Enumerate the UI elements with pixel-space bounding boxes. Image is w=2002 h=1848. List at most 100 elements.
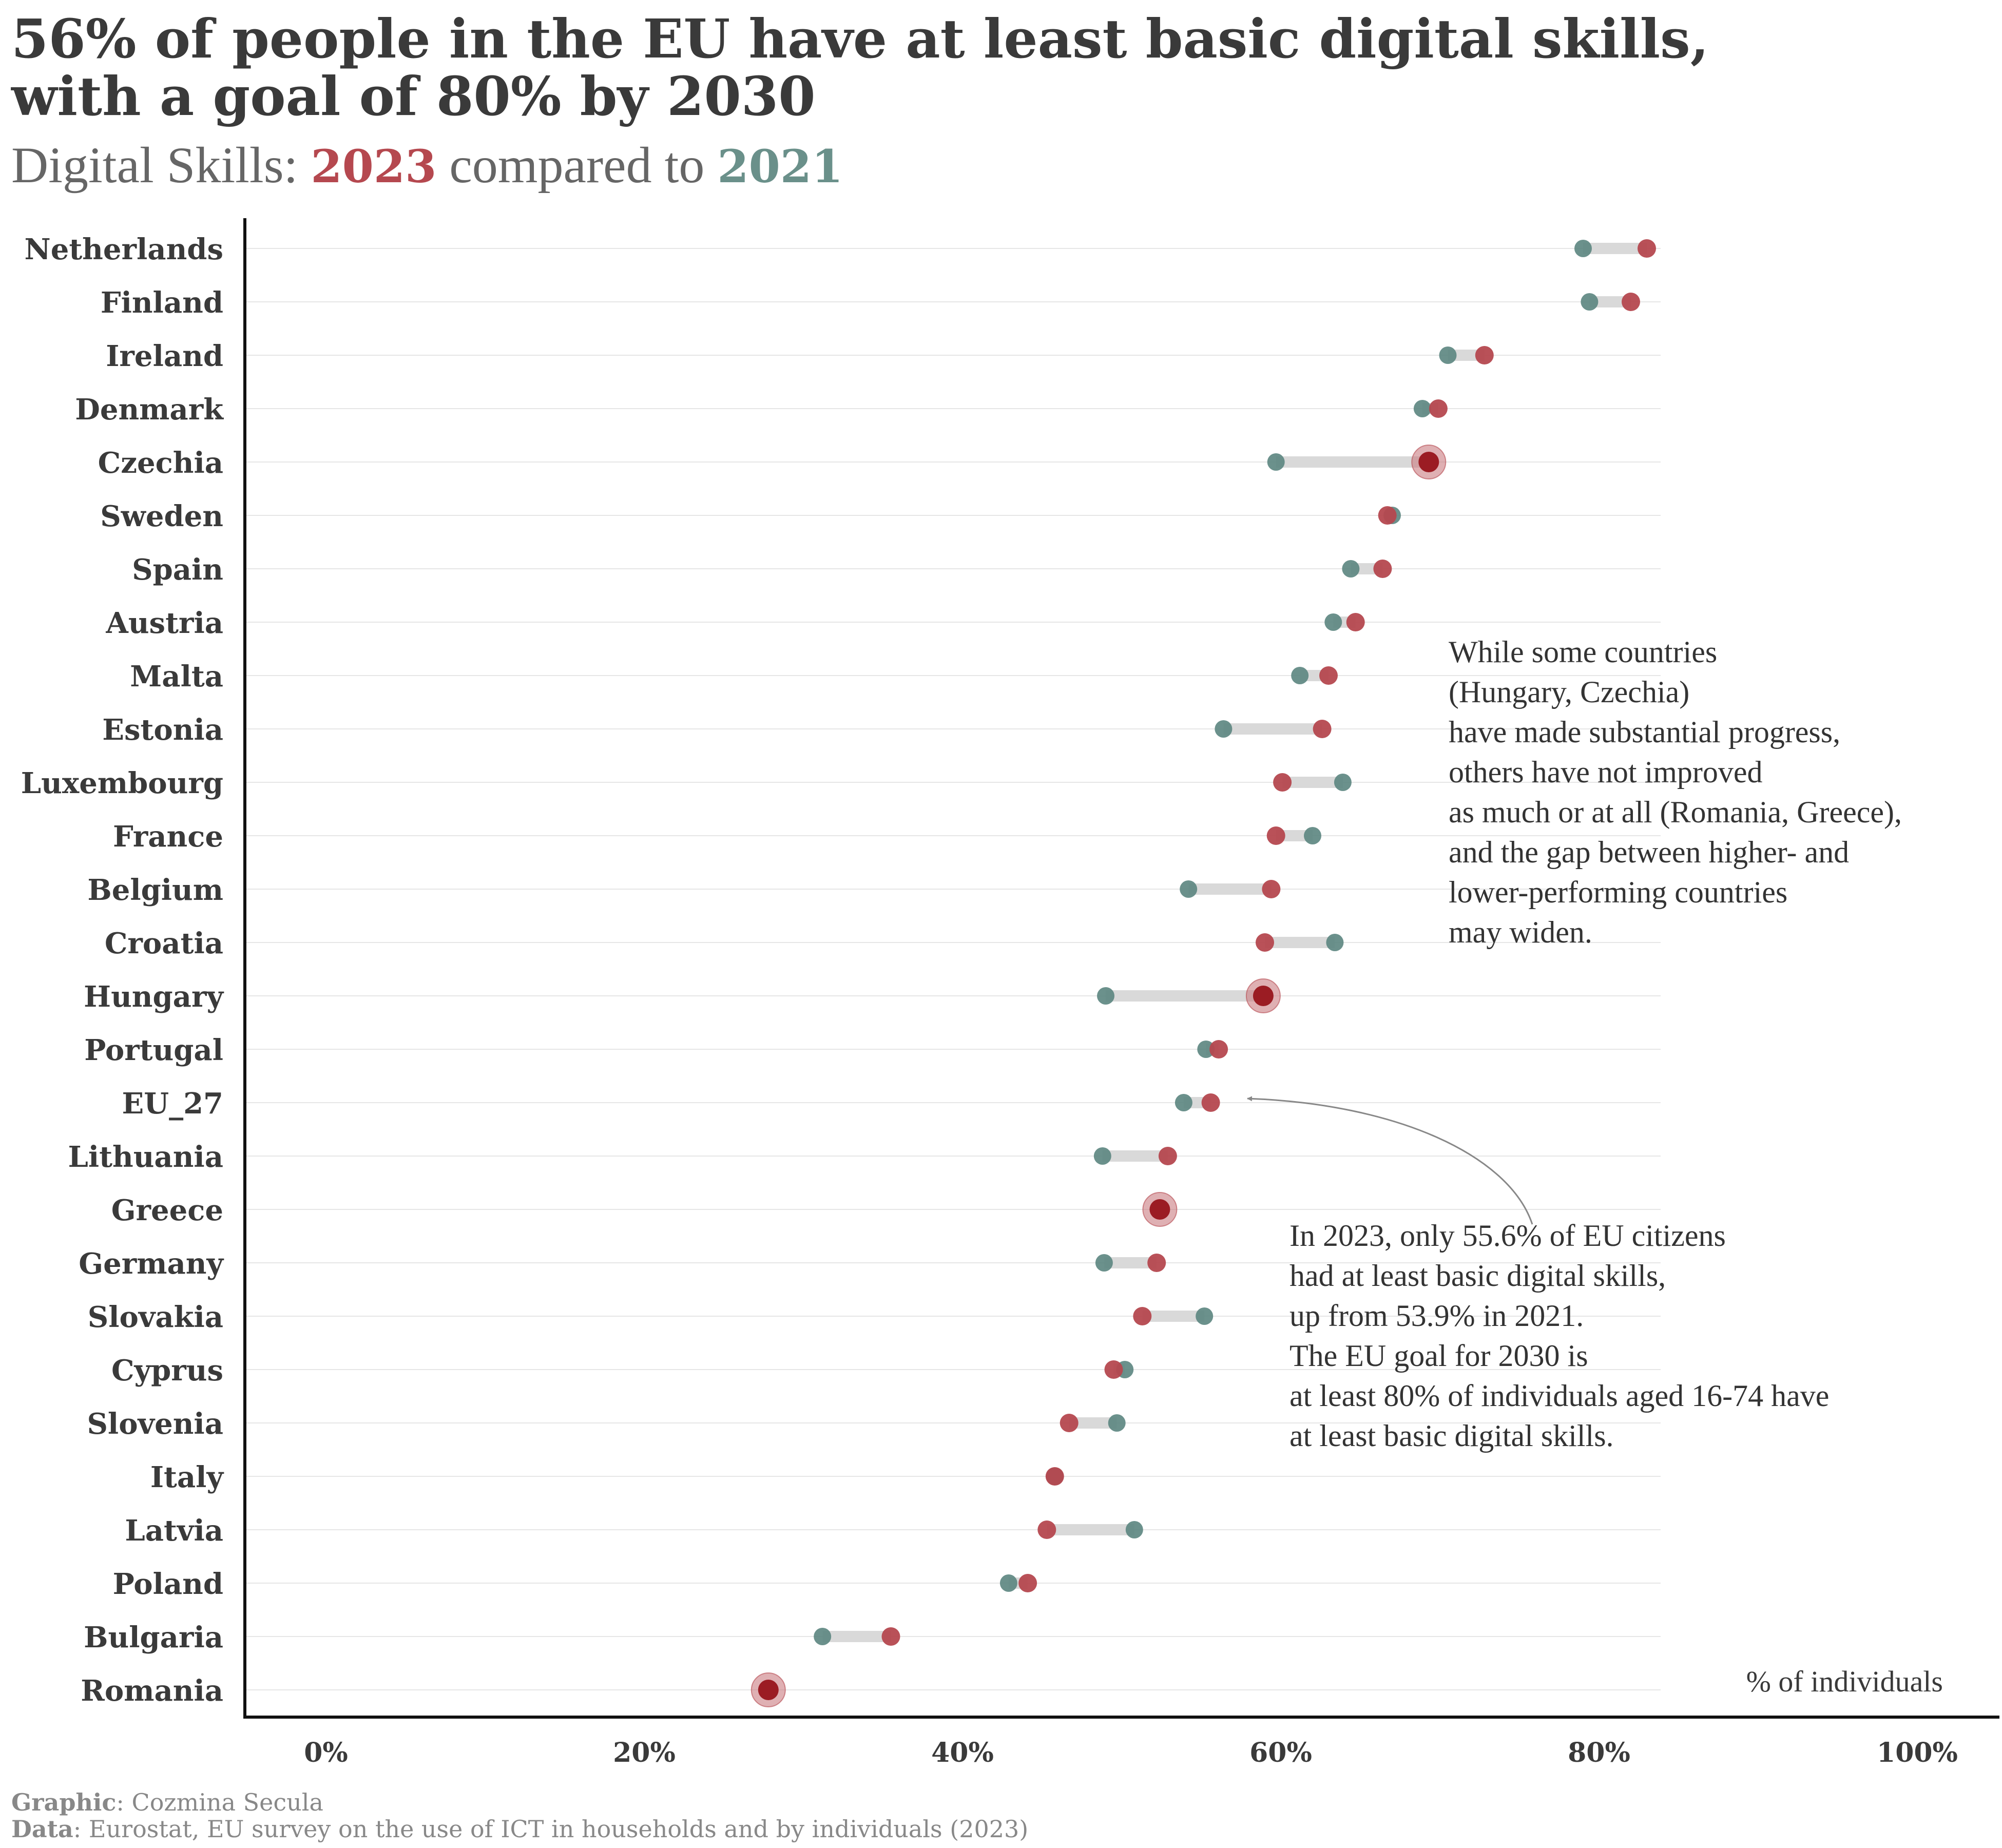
country-label: Bulgaria [84,1621,223,1654]
country-label: Ireland [106,339,223,373]
point-2021 [1324,613,1342,631]
point-2021 [1125,1521,1143,1538]
point-2023 [1133,1307,1152,1325]
country-label: EU_27 [122,1087,223,1121]
point-2021 [1175,1094,1192,1111]
point-2023 [881,1627,900,1646]
chart-footer: Graphic: Cozmina Secula Data: Eurostat, … [11,1789,1028,1842]
point-2023 [1209,1040,1228,1058]
annotation-line: may widen. [1449,915,1592,949]
country-label: Spain [132,553,223,587]
point-2023 [1273,773,1292,792]
x-tick-label: 20% [613,1737,676,1768]
progress-note: While some countries (Hungary, Czechia) ha… [1449,635,1902,949]
point-2023 [1201,1093,1220,1112]
point-2021 [1197,1041,1215,1058]
point-2023 [1158,1147,1177,1165]
annotation-line: While some countries [1449,635,1717,669]
subtitle-year-2023: 2023 [311,140,437,193]
point-2021 [1574,240,1592,257]
annotation-line: at least basic digital skills. [1289,1419,1614,1453]
country-label: Greece [111,1194,223,1227]
annotation-line: others have not improved [1449,755,1763,789]
country-label: France [113,820,223,854]
annotation-line: had at least basic digital skills, [1289,1259,1666,1293]
point-2021 [1413,400,1431,417]
point-2023 [1266,826,1285,845]
point-2023 [1638,239,1656,258]
footer-graphic-credit: Graphic: Cozmina Secula [11,1789,1028,1816]
subtitle-year-2021: 2021 [717,140,843,193]
point-2021 [1108,1414,1126,1432]
annotations: While some countries (Hungary, Czechia) ha… [1289,635,1902,1453]
point-2023 [1373,560,1392,578]
country-labels: Netherlands Finland Ireland Denmark Czechia S… [21,233,224,1708]
connectors [822,243,1647,1642]
annotation-line: at least 80% of individuals aged 16-74 h… [1289,1379,1829,1413]
point-2023 [1037,1520,1056,1539]
point-2021 [1196,1307,1214,1325]
point-2023 [1147,1254,1166,1272]
point-2023 [1104,1360,1123,1379]
country-label: Germany [79,1247,224,1281]
eu-note: In 2023, only 55.6% of EU citizens had at… [1289,1219,1829,1453]
country-label: Estonia [102,713,223,747]
subtitle-prefix: Digital Skills: [11,137,311,194]
point-2021 [1304,827,1321,844]
point-2023 [1418,452,1439,472]
point-2023 [1475,346,1494,364]
point-2021 [1097,987,1114,1005]
point-2023 [1429,399,1448,418]
point-2023 [1060,1414,1079,1432]
eu-annotation-arrow [1247,1096,1533,1225]
point-2023 [1319,666,1338,685]
footer-data-value: : Eurostat, EU survey on the use of ICT … [73,1815,1029,1843]
x-tick-label: 40% [931,1737,994,1768]
dumbbell-chart: Netherlands Finland Ireland Denmark Czechia S… [21,218,1999,1768]
point-2021 [1334,774,1352,791]
annotation-line: (Hungary, Czechia) [1449,675,1689,709]
point-2023 [1256,933,1274,952]
point-2021 [1095,1254,1113,1272]
point-2023 [1253,986,1274,1006]
country-label: Slovakia [88,1300,223,1334]
footer-graphic-value: : Cozmina Secula [116,1788,323,1816]
point-2023 [1262,880,1281,898]
footer-data-label: Data [11,1815,73,1843]
country-label: Austria [105,606,223,640]
country-label: Czechia [98,446,223,480]
footer-graphic-label: Graphic [11,1788,117,1816]
point-2023 [1313,720,1332,738]
country-label: Luxembourg [21,766,223,800]
chart-title: 56% of people in the EU have at least ba… [11,7,1709,128]
country-label: Romania [81,1674,223,1708]
annotation-line: and the gap between higher- and [1449,835,1849,869]
country-label: Slovenia [87,1407,223,1441]
country-label: Cyprus [111,1354,223,1388]
country-label: Latvia [125,1514,223,1548]
point-2023 [1045,1467,1064,1486]
country-label: Sweden [100,499,223,533]
annotation-line: lower-performing countries [1449,875,1787,909]
country-label: Malta [130,660,223,694]
country-label: Denmark [75,393,224,427]
x-tick-labels: 0% 20% 40% 60% 80% 100% [304,1737,1958,1768]
point-2021 [999,1574,1017,1592]
point-2021 [1093,1147,1111,1165]
point-2023 [1622,293,1640,311]
footer-data-source: Data: Eurostat, EU survey on the use of … [11,1816,1028,1842]
country-label: Croatia [105,927,223,960]
data-points [750,239,1656,1707]
point-2023 [1346,613,1365,631]
x-tick-label: 100% [1877,1737,1958,1768]
country-label: Italy [150,1460,224,1494]
annotation-line: In 2023, only 55.6% of EU citizens [1289,1219,1726,1253]
x-tick-label: 0% [304,1737,348,1768]
subtitle-middle: compared to [436,137,718,194]
country-label: Poland [113,1567,223,1601]
point-2021 [1581,293,1599,311]
point-2023 [1149,1199,1170,1220]
annotation-line: up from 53.9% in 2021. [1289,1299,1584,1333]
annotation-line: have made substantial progress, [1449,715,1840,749]
chart-subtitle: Digital Skills: 2023 compared to 2021 [11,134,843,197]
